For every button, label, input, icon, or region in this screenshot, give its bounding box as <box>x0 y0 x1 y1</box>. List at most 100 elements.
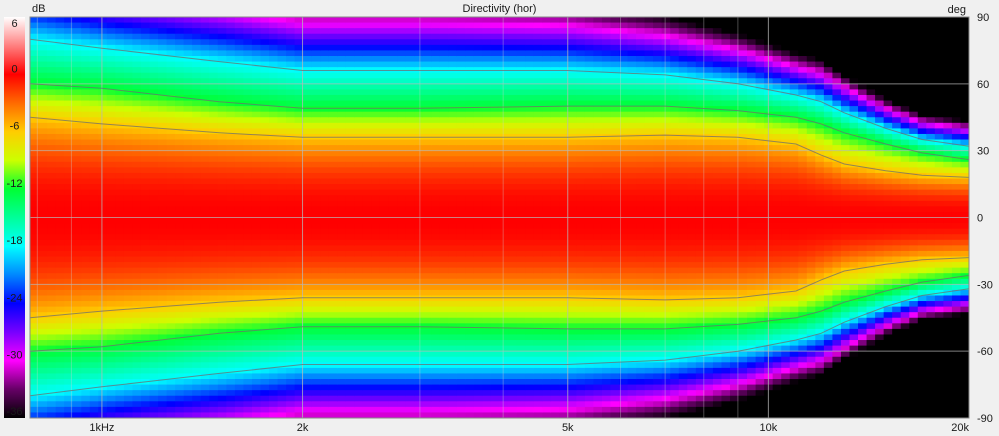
heatmap-cell <box>89 67 99 74</box>
heatmap-cell <box>55 156 65 163</box>
heatmap-cell <box>567 412 577 418</box>
heatmap-cell <box>209 317 219 324</box>
heatmap-cell <box>508 22 518 29</box>
heatmap-cell <box>89 44 99 52</box>
heatmap-cell <box>200 250 210 258</box>
heatmap-cell <box>379 178 390 185</box>
heatmap-cell <box>448 223 458 230</box>
heatmap-cell <box>388 345 398 352</box>
heatmap-cell <box>166 312 176 319</box>
heatmap-cell <box>439 111 449 118</box>
heatmap-cell <box>576 161 586 168</box>
heatmap-cell <box>234 312 245 319</box>
heatmap-cell <box>610 167 620 174</box>
heatmap-cell <box>30 184 40 191</box>
heatmap-cell <box>431 395 441 402</box>
heatmap-cell <box>422 412 432 418</box>
heatmap-cell <box>200 306 210 313</box>
heatmap-cell <box>439 317 449 324</box>
heatmap-cell <box>405 28 415 35</box>
heatmap-cell <box>439 390 449 397</box>
heatmap-cell <box>559 167 569 174</box>
heatmap-cell <box>209 217 219 224</box>
heatmap-cell <box>277 100 287 107</box>
heatmap-cell <box>533 139 543 146</box>
heatmap-cell <box>354 301 364 308</box>
heatmap-cell <box>508 145 518 152</box>
heatmap-cell <box>158 28 168 35</box>
heatmap-cell <box>311 340 321 347</box>
heatmap-cell <box>422 50 432 57</box>
heatmap-cell <box>448 295 458 302</box>
heatmap-cell <box>311 106 321 113</box>
heatmap-cell <box>584 94 594 102</box>
heatmap-cell <box>260 295 270 302</box>
heatmap-cell <box>379 150 390 157</box>
heatmap-cell <box>277 228 287 235</box>
heatmap-cell <box>482 28 492 35</box>
heatmap-cell <box>303 223 313 230</box>
heatmap-cell <box>379 128 390 135</box>
heatmap-cell <box>149 117 159 124</box>
heatmap-cell <box>542 200 552 207</box>
heatmap-cell <box>337 39 347 46</box>
heatmap-cell <box>482 312 492 319</box>
heatmap-cell <box>64 61 74 68</box>
heatmap-cell <box>405 211 415 219</box>
heatmap-cell <box>183 139 193 146</box>
heatmap-cell <box>286 245 296 252</box>
heatmap-cell <box>251 55 262 63</box>
heatmap-cell <box>542 78 552 85</box>
heatmap-cell <box>192 217 202 224</box>
heatmap-cell <box>397 284 407 291</box>
heatmap-cell <box>499 195 509 202</box>
heatmap-cell <box>465 128 475 135</box>
heatmap-cell <box>465 61 475 68</box>
heatmap-cell <box>192 284 202 291</box>
heatmap-cell <box>217 206 227 213</box>
heatmap-cell <box>55 178 65 185</box>
heatmap-cell <box>465 178 475 185</box>
heatmap-cell <box>337 167 347 174</box>
heatmap-cell <box>439 33 449 40</box>
heatmap-cell <box>405 390 415 397</box>
heatmap-cell <box>482 256 492 263</box>
heatmap-cell <box>516 195 526 202</box>
heatmap-cell <box>610 367 620 375</box>
heatmap-cell <box>456 128 466 135</box>
heatmap-cell <box>30 217 40 224</box>
heatmap-cell <box>388 61 398 68</box>
heatmap-cell <box>362 89 373 96</box>
heatmap-cell <box>320 28 330 35</box>
heatmap-cell <box>30 395 40 402</box>
heatmap-cell <box>439 278 449 285</box>
heatmap-cell <box>209 39 219 46</box>
heatmap-cell <box>345 150 355 157</box>
heatmap-cell <box>405 128 415 135</box>
heatmap-cell <box>439 117 449 124</box>
heatmap-cell <box>499 312 509 319</box>
heatmap-cell <box>567 100 577 107</box>
heatmap-cell <box>414 334 424 341</box>
heatmap-cell <box>448 211 458 219</box>
heatmap-cell <box>72 373 82 380</box>
heatmap-cell <box>593 390 603 397</box>
heatmap-cell <box>277 61 287 68</box>
heatmap-cell <box>140 228 151 235</box>
heatmap-cell <box>465 17 475 24</box>
heatmap-cell <box>379 362 390 369</box>
heatmap-cell <box>456 189 466 196</box>
heatmap-cell <box>490 94 501 102</box>
heatmap-cell <box>379 172 390 180</box>
heatmap-cell <box>516 278 526 285</box>
heatmap-cell <box>576 328 586 336</box>
heatmap-cell <box>567 94 577 102</box>
heatmap-cell <box>183 89 193 96</box>
heatmap-cell <box>47 367 57 375</box>
heatmap-cell <box>106 328 116 336</box>
heatmap-cell <box>328 306 338 313</box>
heatmap-cell <box>456 340 466 347</box>
heatmap-cell <box>559 273 569 280</box>
heatmap-cell <box>158 83 168 90</box>
heatmap-cell <box>72 172 82 180</box>
